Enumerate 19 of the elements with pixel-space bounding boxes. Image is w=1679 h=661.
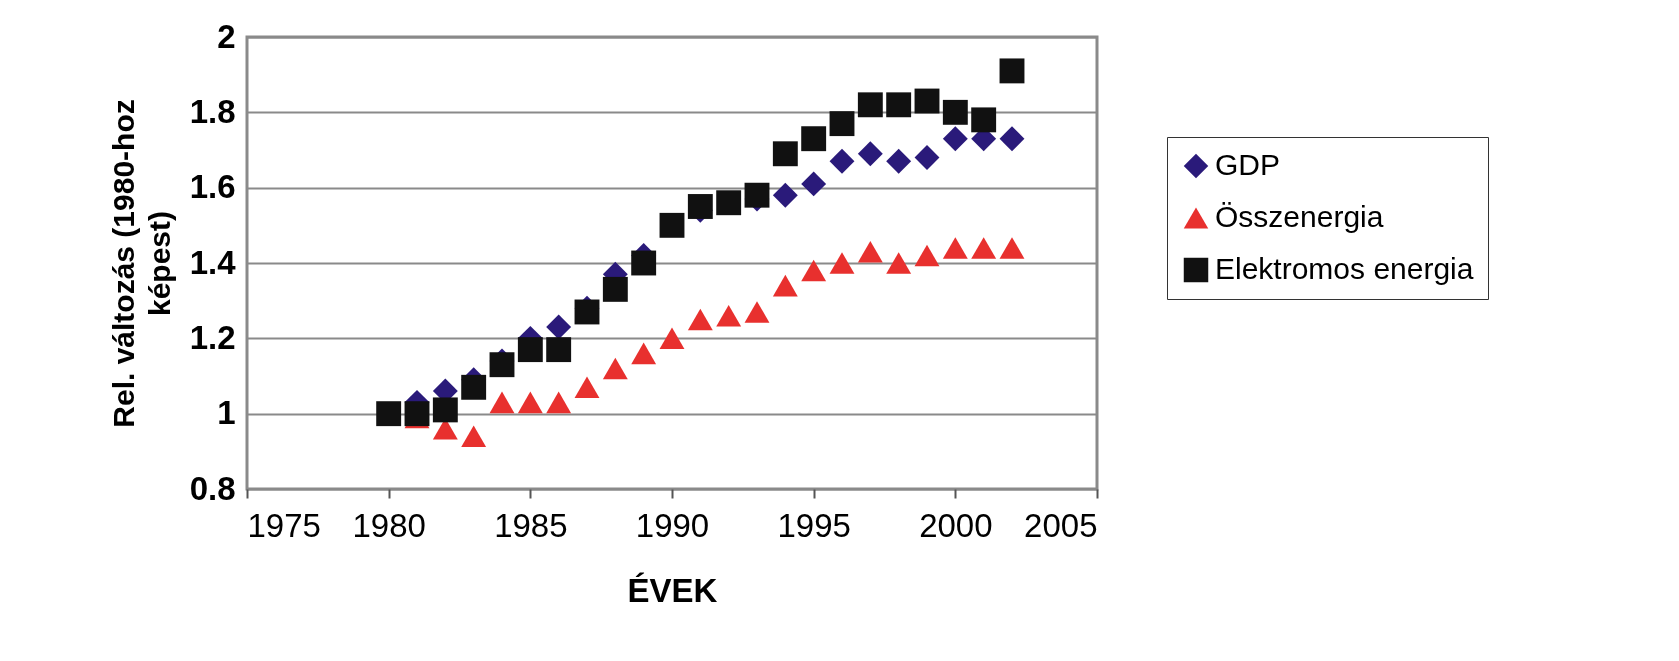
x-tick-label: 2000 xyxy=(919,506,993,544)
y-tick-label: 2 xyxy=(217,17,236,55)
legend-label: Elektromos energia xyxy=(1215,252,1474,285)
y-tick-label: 1.6 xyxy=(189,168,236,206)
x-tick-label: 2005 xyxy=(1024,506,1098,544)
x-tick-label: 1980 xyxy=(352,506,426,544)
x-tick-label: 1985 xyxy=(494,506,568,544)
y-tick-label: 0.8 xyxy=(189,469,236,507)
y-tick-label: 1.8 xyxy=(189,92,236,130)
x-tick-label: 1990 xyxy=(635,506,710,544)
y-axis-title: Rel. változás (1980-hoz képest) xyxy=(106,99,176,428)
x-tick-label: 1995 xyxy=(777,506,851,544)
legend-label: Összenergia xyxy=(1215,200,1384,233)
x-tick-label: 1975 xyxy=(247,506,321,544)
y-tick-label: 1 xyxy=(217,394,236,432)
x-axis-title: ÉVEK xyxy=(627,571,718,609)
y-tick-label: 1.2 xyxy=(189,318,236,356)
legend-label: GDP xyxy=(1215,148,1281,181)
y-tick-label: 1.4 xyxy=(189,243,237,281)
